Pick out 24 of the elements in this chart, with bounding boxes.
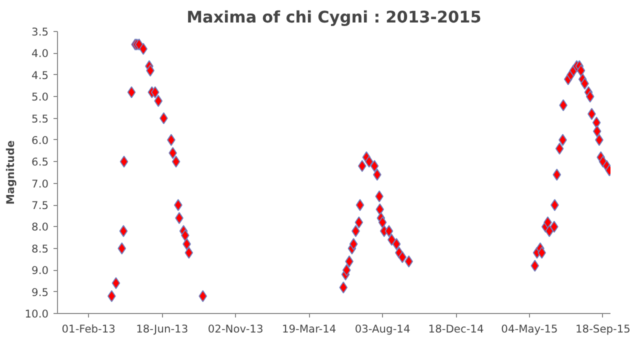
y-tick-label: 9.0 — [32, 264, 49, 278]
y-tick-label: 4.5 — [32, 68, 49, 82]
y-tick-label: 8.0 — [32, 220, 49, 234]
y-tick-label: 7.5 — [32, 199, 49, 212]
x-tick-label: 03-Aug-14 — [354, 322, 410, 336]
y-tick-label: 6.0 — [32, 134, 49, 147]
y-axis-title: Magnitude — [4, 140, 17, 205]
y-tick-label: 8.5 — [32, 242, 49, 256]
y-tick-label: 3.5 — [32, 26, 49, 38]
y-tick-label: 6.5 — [32, 156, 49, 169]
y-tick-label: 9.5 — [32, 286, 49, 299]
x-tick-label: 18-Jun-13 — [136, 322, 188, 336]
chart-title: Maxima of chi Cygni : 2013-2015 — [186, 8, 482, 26]
x-tick-label: 19-Mar-14 — [282, 322, 336, 336]
y-tick-label: 10.0 — [24, 308, 49, 320]
x-tick-label: 18-Dec-14 — [428, 322, 484, 336]
y-tick-label: 5.5 — [32, 112, 49, 126]
x-tick-label: 04-May-15 — [501, 322, 558, 336]
y-tick-label: 5.0 — [32, 90, 49, 104]
y-tick-label: 4.0 — [32, 47, 49, 60]
x-tick-label: 02-Nov-13 — [208, 322, 264, 336]
y-tick-label: 7.0 — [32, 177, 49, 190]
x-tick-label: 01-Feb-13 — [62, 322, 116, 336]
x-tick-label: 18-Sep-15 — [576, 322, 630, 336]
